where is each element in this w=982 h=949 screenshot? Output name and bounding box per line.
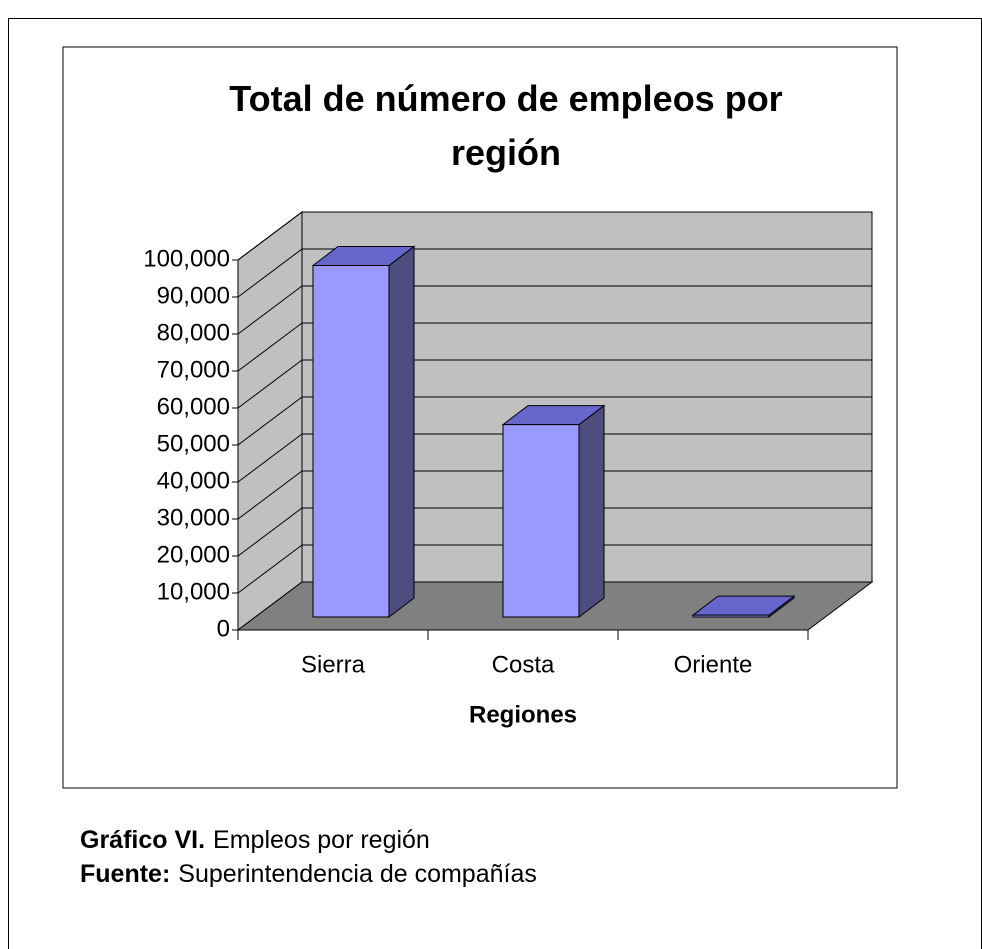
figure-label: Gráfico VI.	[80, 826, 206, 854]
y-tick-label: 60,000	[157, 393, 230, 420]
grid-line	[237, 248, 303, 298]
grid-line	[237, 322, 303, 372]
y-tick-label: 90,000	[157, 282, 230, 309]
y-tick-label: 30,000	[157, 504, 230, 531]
source-label: Fuente:	[80, 860, 171, 888]
x-tick-label: Oriente	[674, 651, 753, 678]
y-tick-label: 100,000	[143, 245, 230, 272]
chart-title: Total de número de empleos por región	[229, 78, 783, 173]
source-text: Superintendencia de compañías	[178, 860, 537, 888]
grid-line	[237, 359, 303, 409]
y-tick-label: 20,000	[157, 541, 230, 568]
grid-line	[237, 433, 303, 483]
grid-line	[237, 470, 303, 520]
grid-line	[237, 544, 303, 594]
x-axis-label: Regiones	[469, 701, 577, 728]
figure-caption: Gráfico VI. Empleos por región	[80, 826, 430, 855]
grid-line	[237, 396, 303, 446]
figure-text: Empleos por región	[213, 826, 430, 854]
y-tick-label: 80,000	[157, 319, 230, 346]
x-tick-label: Sierra	[301, 651, 366, 678]
bar	[312, 265, 390, 618]
bar-side	[578, 404, 605, 619]
y-tick-label: 0	[217, 615, 230, 642]
bar-side	[388, 245, 415, 619]
bar	[692, 614, 770, 618]
grid-line	[237, 507, 303, 557]
y-tick-label: 50,000	[157, 430, 230, 457]
y-tick-label: 70,000	[157, 356, 230, 383]
grid-line	[237, 211, 303, 261]
y-tick-label: 10,000	[157, 578, 230, 605]
source-caption: Fuente: Superintendencia de compañías	[80, 860, 537, 889]
y-tick-label: 40,000	[157, 467, 230, 494]
bar	[502, 424, 580, 618]
x-tick-label: Costa	[492, 651, 555, 678]
grid-line	[237, 285, 303, 335]
